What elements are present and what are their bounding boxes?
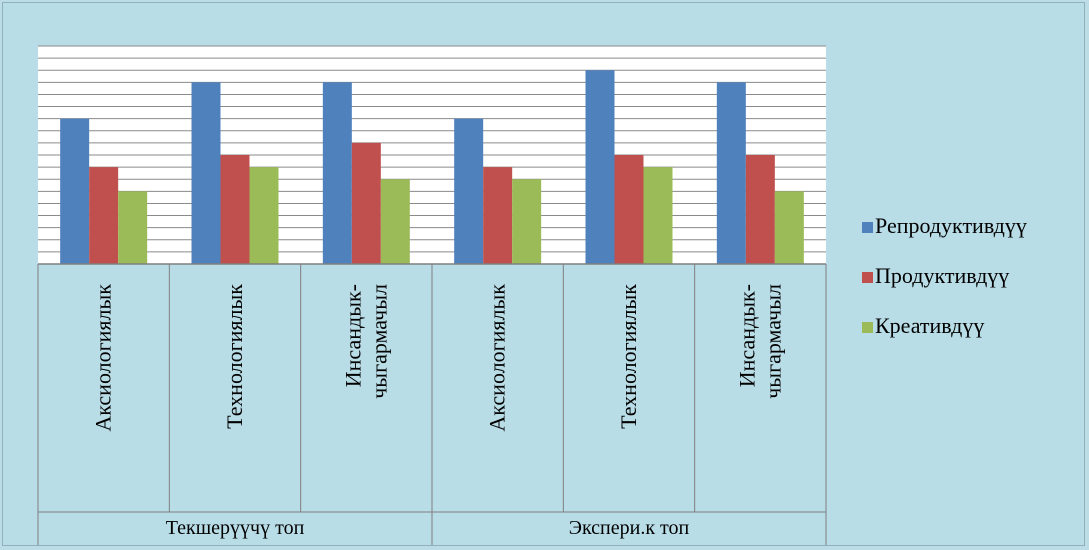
- bar: [643, 167, 673, 264]
- bar: [483, 167, 513, 264]
- group-label: Текшерүүчү топ: [166, 517, 305, 539]
- bar: [220, 155, 250, 264]
- bar: [351, 142, 381, 264]
- bar: [454, 118, 484, 265]
- legend-swatch: [862, 222, 873, 233]
- bar: [614, 155, 644, 264]
- bar: [118, 191, 148, 264]
- bar: [380, 179, 410, 264]
- bar: [322, 82, 352, 264]
- bar: [774, 191, 804, 264]
- category-label: Технологиялык: [616, 284, 641, 429]
- bar: [89, 167, 119, 264]
- bar: [191, 82, 221, 264]
- category-label: Технологиялык: [222, 284, 247, 429]
- legend-label: Креативдүү: [875, 313, 984, 338]
- legend-swatch: [862, 322, 873, 333]
- category-label: Инсандык-чыгармачыл: [734, 284, 785, 399]
- bar: [745, 155, 775, 264]
- legend-label: Репродуктивдүү: [875, 213, 1027, 238]
- legend-label: Продуктивдүү: [875, 263, 1009, 288]
- bar: [585, 70, 615, 264]
- category-label: Аксиологиялык: [91, 284, 116, 432]
- category-label: Аксиологиялык: [485, 284, 510, 432]
- bar: [249, 167, 279, 264]
- bar: [60, 118, 90, 265]
- legend-swatch: [862, 272, 873, 283]
- bar: [512, 179, 542, 264]
- group-label: Экспери.к топ: [569, 517, 690, 539]
- category-label: Инсандык-чыгармачыл: [340, 284, 391, 399]
- bar: [716, 82, 746, 264]
